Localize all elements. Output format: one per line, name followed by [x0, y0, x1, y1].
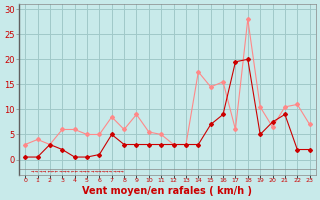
Text: →→ →→ ←←← →→→ ←← →→→ →→→→→→ →→→: →→ →→ ←←← →→→ ←← →→→ →→→→→→ →→→ — [31, 170, 124, 174]
X-axis label: Vent moyen/en rafales ( km/h ): Vent moyen/en rafales ( km/h ) — [82, 186, 252, 196]
